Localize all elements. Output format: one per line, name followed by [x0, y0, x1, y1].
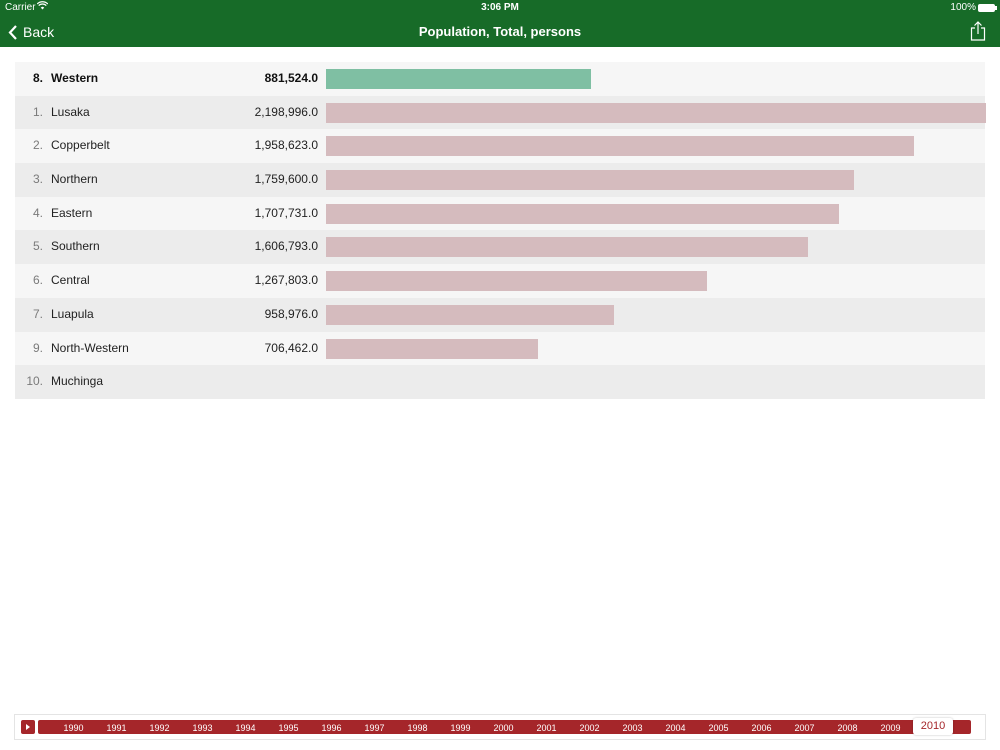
value-bar [326, 271, 707, 292]
region-name: Muchinga [51, 374, 104, 389]
year-label[interactable]: 1997 [364, 723, 385, 733]
year-timeline: 1990 1991 1992 1993 1994 1995 1996 1997 1998 1999… [14, 714, 986, 740]
year-selected[interactable]: 2010 [913, 718, 953, 735]
year-label[interactable]: 1990 [63, 723, 84, 733]
list-item[interactable]: 10. Muchinga [15, 365, 985, 399]
year-label[interactable]: 1996 [321, 723, 342, 733]
battery-percentage: 100% [950, 2, 976, 13]
carrier-label: Carrier [5, 2, 36, 13]
list-item[interactable]: 5. Southern 1,606,793.0 [15, 230, 985, 265]
rank-label: 8. [32, 71, 43, 85]
list-item[interactable]: 6. Central 1,267,803.0 [15, 264, 985, 298]
year-label[interactable]: 2008 [837, 723, 858, 733]
year-label[interactable]: 1999 [450, 723, 471, 733]
year-label[interactable]: 2009 [880, 723, 901, 733]
region-name: Lusaka [51, 104, 90, 119]
value-bar [326, 203, 839, 224]
year-label[interactable]: 1995 [278, 723, 299, 733]
value-bar [326, 304, 614, 325]
value-bar [326, 170, 855, 191]
back-button[interactable]: Back [8, 21, 54, 43]
year-label[interactable]: 2003 [622, 723, 643, 733]
year-label[interactable]: 2006 [751, 723, 772, 733]
value-label: 1,958,623.0 [254, 138, 318, 153]
region-name: Eastern [51, 205, 93, 220]
region-name: Northern [51, 172, 98, 187]
year-label[interactable]: 2005 [708, 723, 729, 733]
status-time: 3:06 PM [481, 2, 519, 13]
value-bar [326, 136, 914, 157]
rank-label: 9. [32, 340, 43, 355]
value-label: 2,198,996.0 [254, 104, 318, 119]
share-icon [970, 21, 986, 41]
year-label[interactable]: 1992 [149, 723, 170, 733]
year-track[interactable] [38, 720, 971, 734]
wifi-icon [36, 1, 49, 13]
rank-label: 4. [32, 205, 43, 220]
region-name: Central [51, 273, 90, 288]
list-item[interactable]: 9. North-Western 706,462.0 [15, 331, 985, 366]
chevron-left-icon [8, 24, 17, 40]
region-name: Southern [51, 239, 100, 254]
year-label[interactable]: 1994 [235, 723, 256, 733]
year-label[interactable]: 2002 [579, 723, 600, 733]
region-name: Copperbelt [51, 138, 110, 153]
list-item[interactable]: 4. Eastern 1,707,731.0 [15, 196, 985, 231]
region-name: Western [51, 71, 99, 85]
value-bar [326, 237, 809, 258]
value-bar [326, 102, 986, 123]
year-label[interactable]: 1991 [106, 723, 127, 733]
list-item[interactable]: 8. Western 881,524.0 [15, 62, 985, 96]
ranking-list: 8. Western 881,524.0 1. Lusaka 2,198,996.0 2. C… [15, 62, 986, 399]
region-name: Luapula [51, 306, 94, 321]
year-label[interactable]: 2004 [665, 723, 686, 733]
battery-icon [978, 4, 997, 12]
play-button[interactable] [21, 720, 35, 734]
year-label[interactable]: 1998 [407, 723, 428, 733]
value-label: 958,976.0 [264, 306, 318, 321]
rank-label: 5. [32, 239, 43, 254]
rank-label: 6. [32, 273, 43, 288]
value-label: 1,606,793.0 [254, 239, 318, 254]
year-label[interactable]: 2001 [536, 723, 557, 733]
rank-label: 10. [26, 374, 43, 389]
rank-label: 2. [32, 138, 43, 153]
list-item[interactable]: 3. Northern 1,759,600.0 [15, 163, 985, 197]
value-bar [326, 69, 591, 89]
list-item[interactable]: 7. Luapula 958,976.0 [15, 297, 985, 332]
value-label: 706,462.0 [264, 340, 318, 355]
rank-label: 3. [32, 172, 43, 187]
year-label[interactable]: 2000 [493, 723, 514, 733]
status-bar: Carrier 3:06 PM 100% [0, 0, 1000, 16]
value-bar [326, 338, 539, 359]
rank-label: 7. [32, 306, 43, 321]
value-label: 1,707,731.0 [254, 205, 318, 220]
rank-label: 1. [32, 104, 43, 119]
app-header: Carrier 3:06 PM 100% Back Population, To… [0, 0, 1000, 47]
year-label[interactable]: 2007 [794, 723, 815, 733]
share-button[interactable] [970, 21, 986, 41]
page-title: Population, Total, persons [418, 24, 582, 39]
value-label: 1,759,600.0 [254, 172, 318, 187]
region-name: North-Western [51, 340, 129, 355]
year-label[interactable]: 1993 [192, 723, 213, 733]
navigation-bar: Back Population, Total, persons [0, 16, 1000, 47]
list-item[interactable]: 2. Copperbelt 1,958,623.0 [15, 129, 985, 164]
value-label: 881,524.0 [264, 71, 318, 85]
list-item[interactable]: 1. Lusaka 2,198,996.0 [15, 95, 986, 130]
value-label: 1,267,803.0 [254, 273, 318, 288]
back-label: Back [23, 24, 55, 40]
